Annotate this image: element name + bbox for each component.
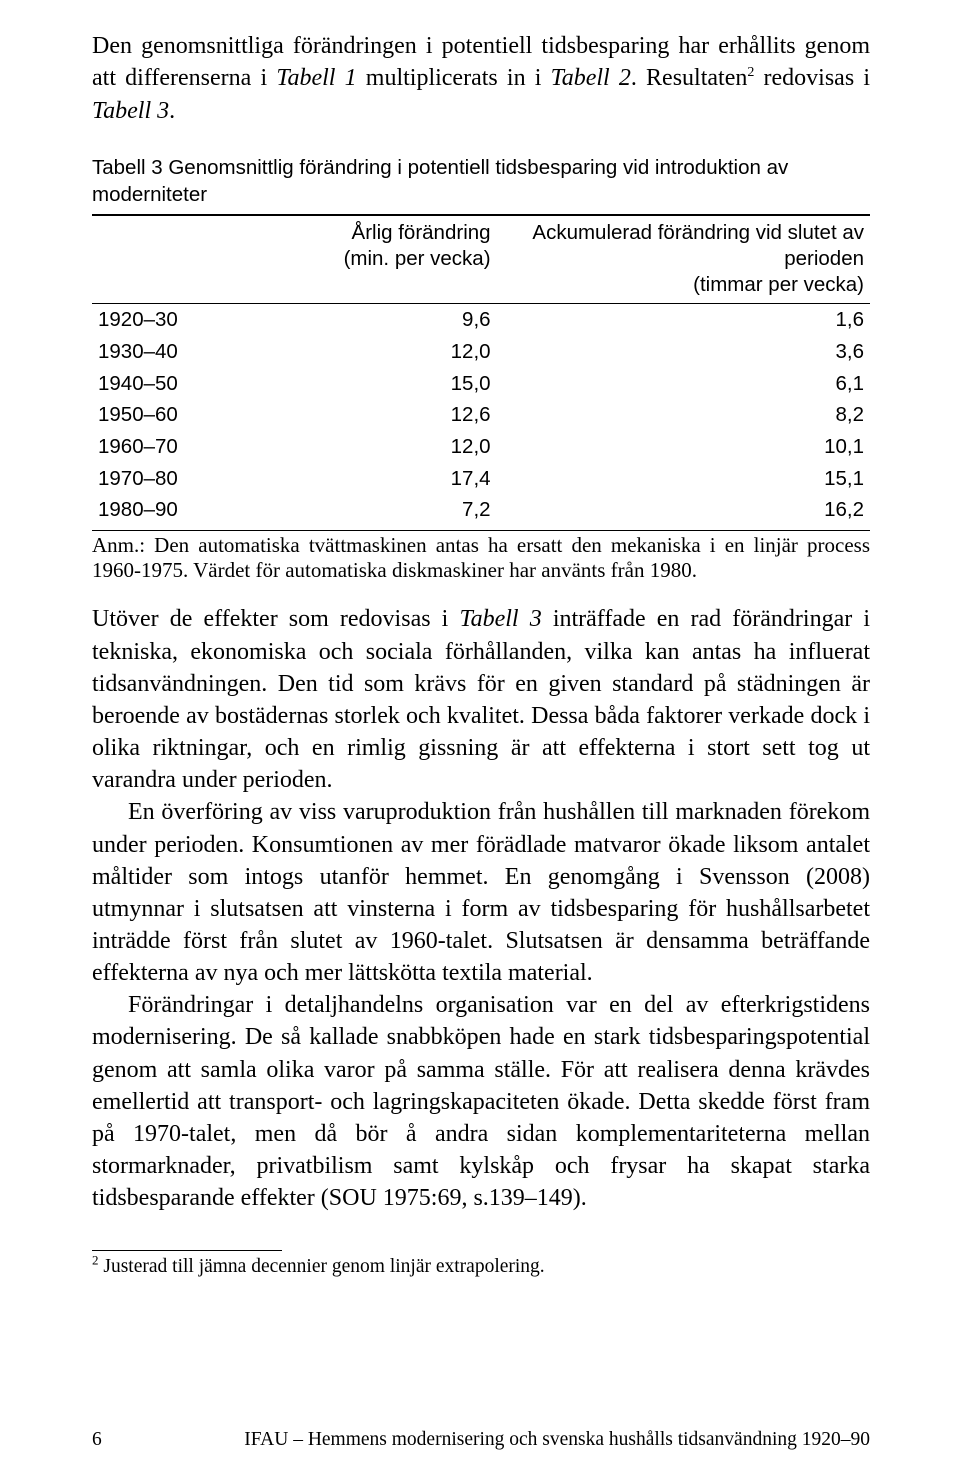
cell-cum: 1,6 [497,304,870,336]
cell-annual: 12,0 [279,431,497,463]
cell-annual: 17,4 [279,463,497,495]
table-row: 1980–907,216,2 [92,494,870,530]
th-period [92,215,279,303]
th-annual: Årlig förändring (min. per vecka) [279,215,497,303]
cell-annual: 9,6 [279,304,497,336]
cell-cum: 3,6 [497,336,870,368]
th-cum-l2: (timmar per vecka) [693,273,864,296]
intro-text-b: multiplicerats in i [357,65,551,91]
table-row: 1940–5015,06,1 [92,368,870,400]
cell-period: 1940–50 [92,368,279,400]
cell-annual: 12,6 [279,399,497,431]
cell-period: 1920–30 [92,304,279,336]
page: Den genomsnittliga förändringen i potent… [0,0,960,1465]
table-header-row: Årlig förändring (min. per vecka) Ackumu… [92,215,870,303]
table-caption: Tabell 3 Genomsnittlig förändring i pote… [92,155,870,208]
table-note: Anm.: Den automatiska tvättmaskinen anta… [92,533,870,583]
th-annual-l1: Årlig förändring [352,221,491,244]
cell-period: 1950–60 [92,399,279,431]
intro-text-c: . Resultaten [631,65,747,91]
cell-period: 1980–90 [92,494,279,530]
table-row: 1960–7012,010,1 [92,431,870,463]
body-paragraph-3: Förändringar i detaljhandelns organisati… [92,989,870,1214]
data-table: Årlig förändring (min. per vecka) Ackumu… [92,214,870,531]
th-annual-l2: (min. per vecka) [344,247,491,270]
body-paragraph-1: Utöver de effekter som redovisas i Tabel… [92,603,870,796]
intro-tabref-2: Tabell 2 [551,65,631,91]
intro-tabref-1: Tabell 1 [276,65,356,91]
table-row: 1970–8017,415,1 [92,463,870,495]
p1-text-b: inträffade en rad förändringar i teknisk… [92,606,870,793]
table-body: 1920–309,61,6 1930–4012,03,6 1940–5015,0… [92,304,870,531]
footer-source: IFAU – Hemmens modernisering och svenska… [244,1429,870,1451]
intro-text-e: . [169,98,175,124]
cell-cum: 15,1 [497,463,870,495]
intro-text-d: redovisas i [754,65,870,91]
footnote-text: Justerad till jämna decennier genom linj… [99,1256,545,1277]
intro-tabref-3: Tabell 3 [92,98,169,124]
th-cum-l1: Ackumulerad förändring vid slutet av per… [532,221,864,270]
footnote-separator [92,1250,282,1251]
p1-text-a: Utöver de effekter som redovisas i [92,606,459,632]
page-number: 6 [92,1429,102,1451]
cell-cum: 6,1 [497,368,870,400]
cell-cum: 16,2 [497,494,870,530]
cell-annual: 12,0 [279,336,497,368]
cell-annual: 7,2 [279,494,497,530]
cell-period: 1960–70 [92,431,279,463]
cell-period: 1930–40 [92,336,279,368]
th-cum: Ackumulerad förändring vid slutet av per… [497,215,870,303]
cell-cum: 10,1 [497,431,870,463]
intro-paragraph: Den genomsnittliga förändringen i potent… [92,30,870,127]
table-row: 1920–309,61,6 [92,304,870,336]
p1-tabref: Tabell 3 [459,606,541,632]
footnote: 2 Justerad till jämna decennier genom li… [92,1255,870,1279]
cell-annual: 15,0 [279,368,497,400]
cell-period: 1970–80 [92,463,279,495]
table-row: 1950–6012,68,2 [92,399,870,431]
body-paragraph-2: En överföring av viss varuproduktion frå… [92,796,870,989]
table-row: 1930–4012,03,6 [92,336,870,368]
page-footer: 6 IFAU – Hemmens modernisering och svens… [92,1429,870,1451]
cell-cum: 8,2 [497,399,870,431]
